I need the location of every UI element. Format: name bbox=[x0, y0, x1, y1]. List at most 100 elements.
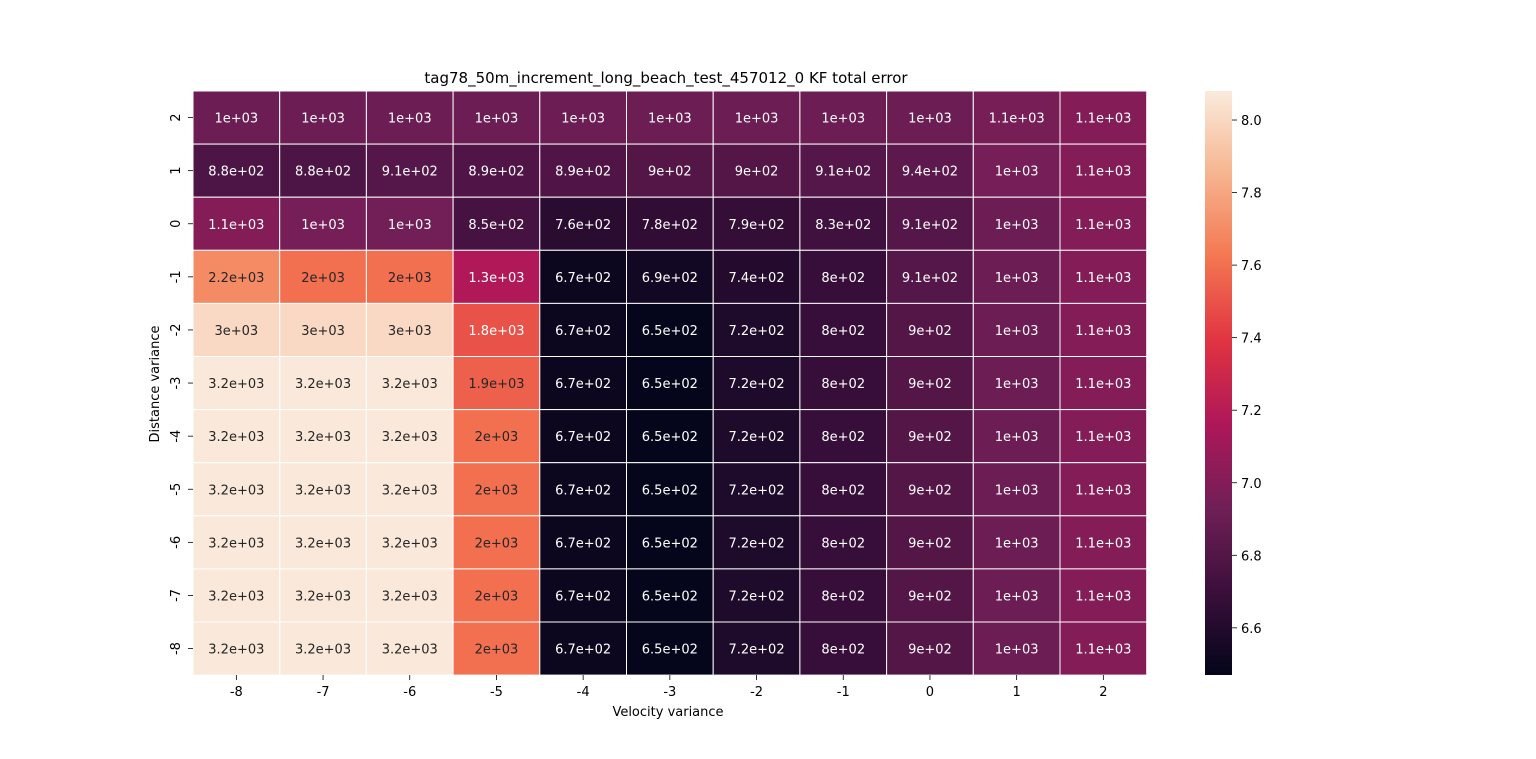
heatmap-cell bbox=[799, 568, 888, 623]
cell-value-label: 8.9e+02 bbox=[555, 165, 611, 180]
heatmap-cell bbox=[972, 143, 1061, 198]
heatmap-cell bbox=[452, 356, 541, 411]
y-axis-label: Distance variance bbox=[148, 326, 163, 443]
cell-value-label: 1.1e+03 bbox=[1075, 165, 1131, 180]
heatmap-cell bbox=[539, 249, 627, 304]
cell-value-label: 7.4e+02 bbox=[728, 271, 784, 286]
heatmap-cell bbox=[626, 409, 714, 464]
heatmap-cell bbox=[192, 515, 281, 570]
cell-value-label: 8e+02 bbox=[821, 643, 865, 658]
y-tick-label: -8 bbox=[169, 642, 184, 655]
y-tick-label: -6 bbox=[169, 536, 184, 549]
cell-value-label: 6.5e+02 bbox=[642, 324, 698, 339]
heatmap-cell bbox=[626, 515, 714, 570]
x-tick-label: 0 bbox=[926, 685, 934, 700]
y-tick-label: -5 bbox=[169, 483, 184, 496]
cell-value-label: 9.1e+02 bbox=[815, 165, 871, 180]
cell-value-label: 3.2e+03 bbox=[295, 483, 351, 498]
cell-value-label: 1.1e+03 bbox=[1075, 483, 1131, 498]
cell-value-label: 8e+02 bbox=[821, 589, 865, 604]
x-tick-label: -7 bbox=[317, 685, 330, 700]
cell-value-label: 1e+03 bbox=[995, 165, 1039, 180]
y-axis-ticks: 2 1 0 -1 -2 -3 -4 -5 -6 -7 -8 bbox=[169, 113, 193, 655]
cell-value-label: 9e+02 bbox=[908, 430, 952, 445]
heatmap-cell bbox=[712, 302, 801, 357]
cell-value-label: 3e+03 bbox=[301, 324, 345, 339]
cell-value-label: 3.2e+03 bbox=[382, 536, 438, 551]
cell-value-label: 8e+02 bbox=[821, 483, 865, 498]
heatmap-cell bbox=[886, 356, 974, 411]
cell-value-label: 3.2e+03 bbox=[295, 643, 351, 658]
cell-value-label: 3.2e+03 bbox=[382, 643, 438, 658]
heatmap-cell bbox=[626, 143, 714, 198]
y-tick-label: -1 bbox=[169, 270, 184, 283]
cell-value-label: 9.1e+02 bbox=[382, 165, 438, 180]
y-tick-label: -3 bbox=[169, 377, 184, 390]
heatmap-cell bbox=[452, 568, 541, 623]
x-tick-label: -6 bbox=[403, 685, 416, 700]
x-tick-label: -8 bbox=[230, 685, 243, 700]
cell-value-label: 9e+02 bbox=[908, 483, 952, 498]
heatmap-cell bbox=[626, 462, 714, 517]
cell-value-label: 2e+03 bbox=[388, 271, 432, 286]
y-tick-label: -2 bbox=[169, 323, 184, 336]
heatmap-cell bbox=[712, 462, 801, 517]
cell-value-label: 7.2e+02 bbox=[728, 377, 784, 392]
cell-value-label: 1e+03 bbox=[388, 218, 432, 233]
cell-value-label: 6.7e+02 bbox=[555, 271, 611, 286]
cell-value-label: 8.8e+02 bbox=[295, 165, 351, 180]
colorbar-tick-label: 7.6 bbox=[1241, 259, 1262, 274]
cell-value-label: 3.2e+03 bbox=[208, 536, 264, 551]
y-tick-label: 0 bbox=[169, 220, 184, 228]
heatmap-cell bbox=[712, 409, 801, 464]
heatmap-cell bbox=[1059, 143, 1148, 198]
cell-value-label: 1e+03 bbox=[475, 112, 519, 127]
heatmap-cell bbox=[539, 621, 627, 676]
cell-value-label: 1e+03 bbox=[908, 112, 952, 127]
x-tick-label: -1 bbox=[837, 685, 850, 700]
cell-value-label: 1.1e+03 bbox=[1075, 536, 1131, 551]
cell-value-label: 3.2e+03 bbox=[382, 483, 438, 498]
cell-value-label: 3.2e+03 bbox=[295, 377, 351, 392]
cell-value-label: 1e+03 bbox=[995, 430, 1039, 445]
heatmap-cell bbox=[626, 356, 714, 411]
x-tick-label: -5 bbox=[490, 685, 503, 700]
cell-value-label: 6.5e+02 bbox=[642, 536, 698, 551]
cell-value-label: 7.2e+02 bbox=[728, 483, 784, 498]
heatmap-cell bbox=[886, 515, 974, 570]
cell-value-label: 9.1e+02 bbox=[902, 218, 958, 233]
heatmap-cell bbox=[365, 143, 454, 198]
heatmap-cell bbox=[365, 249, 454, 304]
cell-value-label: 1.9e+03 bbox=[468, 377, 524, 392]
cell-value-label: 6.9e+02 bbox=[642, 271, 698, 286]
cell-value-label: 2e+03 bbox=[475, 536, 519, 551]
cell-value-label: 1.1e+03 bbox=[1075, 271, 1131, 286]
cell-value-label: 3.2e+03 bbox=[208, 483, 264, 498]
heatmap-cell bbox=[365, 568, 454, 623]
cell-value-label: 1e+03 bbox=[995, 324, 1039, 339]
heatmap-cell bbox=[972, 621, 1061, 676]
colorbar bbox=[1205, 91, 1232, 675]
colorbar-tick-label: 6.6 bbox=[1241, 622, 1262, 637]
cell-value-label: 3.2e+03 bbox=[208, 377, 264, 392]
cell-value-label: 1e+03 bbox=[995, 271, 1039, 286]
cell-value-label: 1e+03 bbox=[995, 218, 1039, 233]
y-tick-label: -4 bbox=[169, 430, 184, 443]
cell-value-label: 9e+02 bbox=[908, 536, 952, 551]
colorbar-tick-label: 7.2 bbox=[1241, 404, 1262, 419]
y-tick-label: 2 bbox=[169, 113, 184, 121]
cell-value-label: 3.2e+03 bbox=[382, 589, 438, 604]
cell-value-label: 9.1e+02 bbox=[902, 271, 958, 286]
heatmap-cell bbox=[365, 302, 454, 357]
x-tick-label: -3 bbox=[663, 685, 676, 700]
heatmap-cell bbox=[799, 409, 888, 464]
cell-value-label: 3e+03 bbox=[388, 324, 432, 339]
cell-value-label: 1.1e+03 bbox=[1075, 643, 1131, 658]
heatmap-cell bbox=[1059, 302, 1148, 357]
heatmap-cell bbox=[886, 621, 974, 676]
x-axis-ticks: -8 -7 -6 -5 -4 -3 -2 -1 0 1 2 bbox=[230, 675, 1107, 700]
cell-value-label: 2e+03 bbox=[475, 483, 519, 498]
heatmap-cell bbox=[626, 621, 714, 676]
heatmap-cell bbox=[452, 302, 541, 357]
